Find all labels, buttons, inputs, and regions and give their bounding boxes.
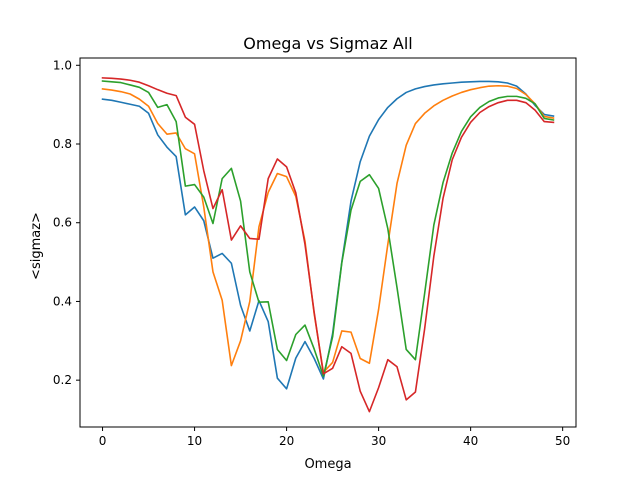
y-axis-label: <sigmaz> (29, 212, 44, 280)
x-tick-label: 40 (463, 434, 478, 448)
y-tick-label: 0.8 (53, 137, 72, 151)
plot-area-frame (79, 57, 577, 428)
x-tick-label: 50 (555, 434, 570, 448)
y-tick-label: 1.0 (53, 58, 72, 72)
x-axis-label: Omega (304, 457, 351, 472)
x-tick-label: 30 (371, 434, 386, 448)
x-tick-label: 20 (279, 434, 294, 448)
chart-title: Omega vs Sigmaz All (243, 34, 412, 53)
series-line-3 (101, 80, 555, 378)
y-tick-label: 0.6 (53, 216, 72, 230)
x-tick-label: 10 (187, 434, 202, 448)
y-tick-label: 0.2 (53, 373, 72, 387)
axis-ticks: 0 10 20 30 40 50 0.2 0.4 0.6 0.8 1.0 (53, 58, 570, 448)
series-lines (101, 77, 555, 413)
y-tick-label: 0.4 (53, 294, 72, 308)
series-line-4 (101, 77, 555, 413)
x-tick-label: 0 (99, 434, 107, 448)
